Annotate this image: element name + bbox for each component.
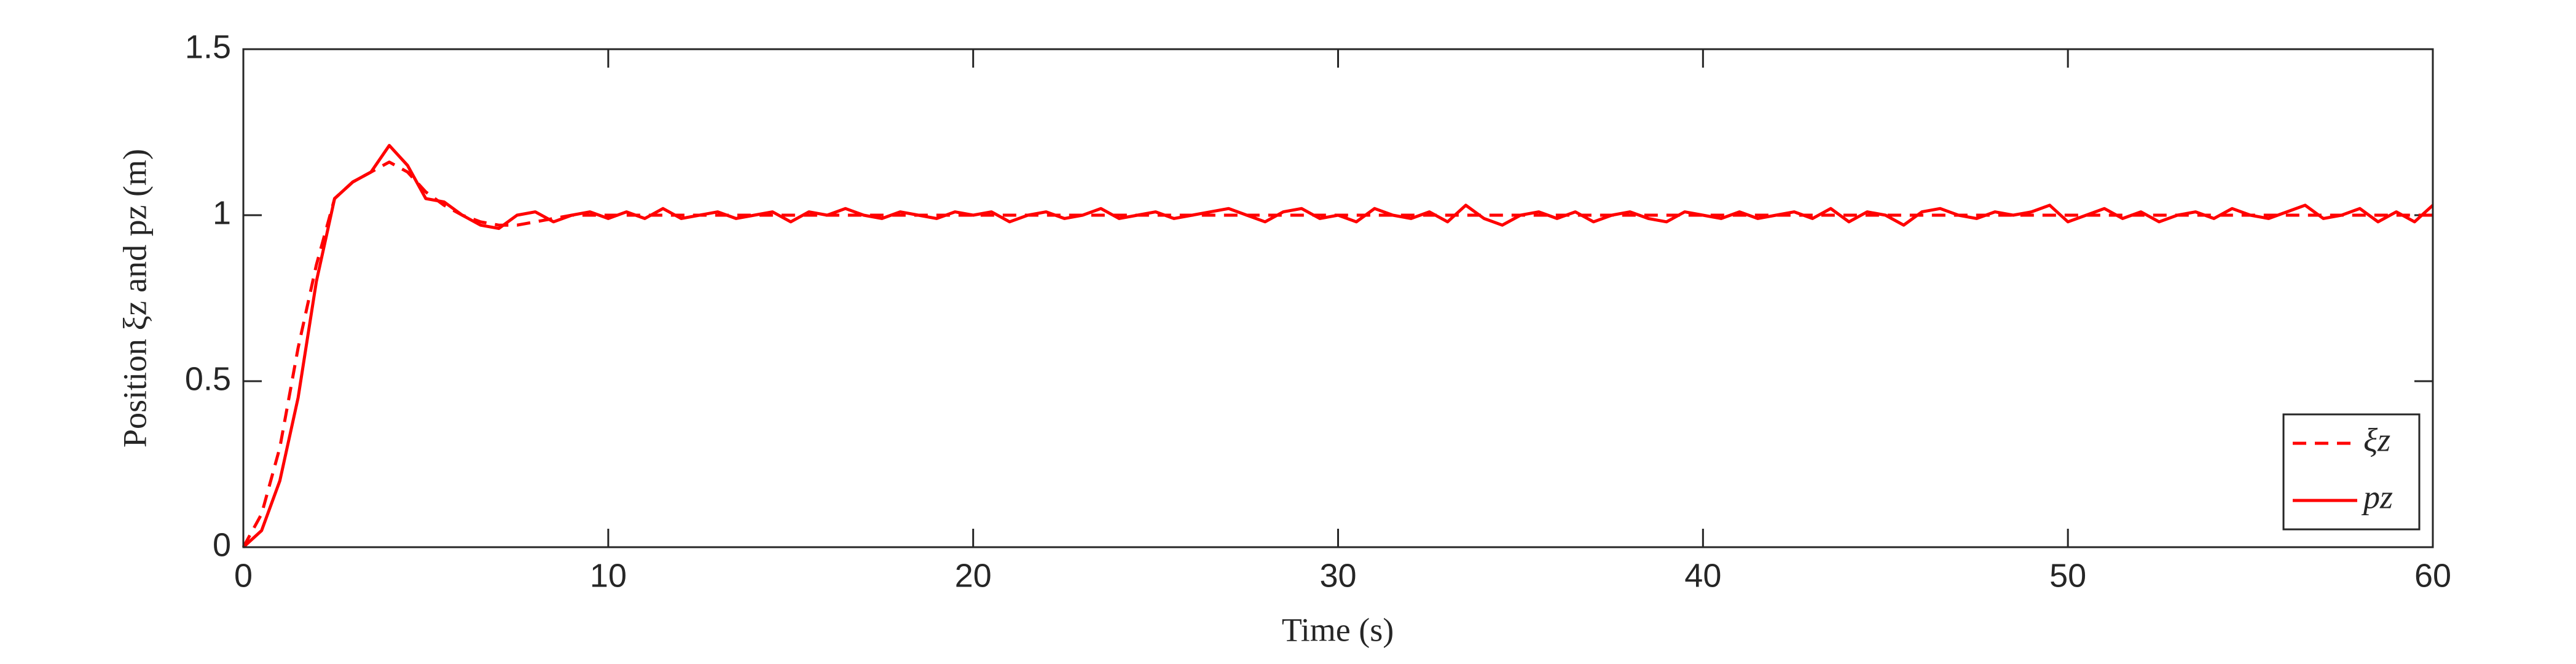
axes-box <box>242 48 2434 548</box>
y-tick-label: 0.5 <box>185 360 231 397</box>
x-tick-label: 40 <box>1684 557 1721 594</box>
x-tick-label: 10 <box>590 557 627 594</box>
x-tick-label: 0 <box>234 557 253 594</box>
y-axis-label: Position ξz and pz (m) <box>116 149 153 448</box>
legend-box <box>2282 413 2421 531</box>
y-tick-label: 1.5 <box>185 28 231 65</box>
x-tick-label: 20 <box>955 557 992 594</box>
legend-label: ξz <box>2363 421 2390 458</box>
plot-area <box>243 49 2433 547</box>
y-tick-label: 1 <box>213 194 231 231</box>
x-tick-label: 50 <box>2049 557 2086 594</box>
x-tick-label: 60 <box>2414 557 2451 594</box>
legend-label: pz <box>2361 478 2393 515</box>
x-tick-label: 30 <box>1319 557 1356 594</box>
y-tick-label: 0 <box>213 526 231 563</box>
line-series <box>242 144 2434 548</box>
x-axis-label: Time (s) <box>1282 611 1394 648</box>
